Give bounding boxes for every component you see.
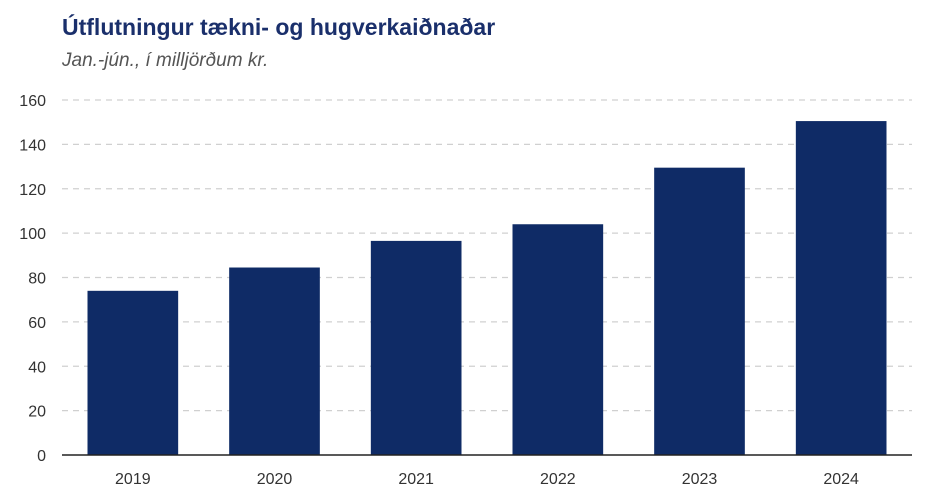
bars <box>87 121 887 455</box>
x-tick-label-2021: 2021 <box>398 471 434 488</box>
x-tick-label-2022: 2022 <box>540 471 576 488</box>
y-tick-label-40: 40 <box>28 359 46 376</box>
x-axis-tick-labels: 2019 2020 2021 2022 2023 2024 <box>115 471 859 488</box>
x-tick-label-2020: 2020 <box>257 471 293 488</box>
y-tick-label-140: 140 <box>19 137 46 154</box>
x-tick-label-2019: 2019 <box>115 471 151 488</box>
bar-2020 <box>229 267 320 455</box>
y-tick-label-20: 20 <box>28 404 46 421</box>
y-tick-label-80: 80 <box>28 271 46 288</box>
x-tick-label-2023: 2023 <box>682 471 718 488</box>
bar-2024 <box>795 121 887 455</box>
bar-2023 <box>654 167 745 455</box>
y-axis-tick-labels: 0 20 40 60 80 100 120 140 160 <box>19 93 46 465</box>
y-tick-label-120: 120 <box>19 182 46 199</box>
y-tick-label-60: 60 <box>28 315 46 332</box>
y-tick-label-0: 0 <box>37 448 46 465</box>
x-tick-label-2024: 2024 <box>823 471 859 488</box>
chart-subtitle: Jan.-jún., í milljörðum kr. <box>62 50 269 71</box>
bar-2021 <box>370 240 462 455</box>
bar-2019 <box>87 290 179 455</box>
y-tick-label-100: 100 <box>19 226 46 243</box>
chart-title: Útflutningur tækni- og hugverkaiðnaðar <box>62 14 496 40</box>
y-tick-label-160: 160 <box>19 93 46 110</box>
grid-lines <box>62 99 912 412</box>
bar-2022 <box>512 224 604 455</box>
